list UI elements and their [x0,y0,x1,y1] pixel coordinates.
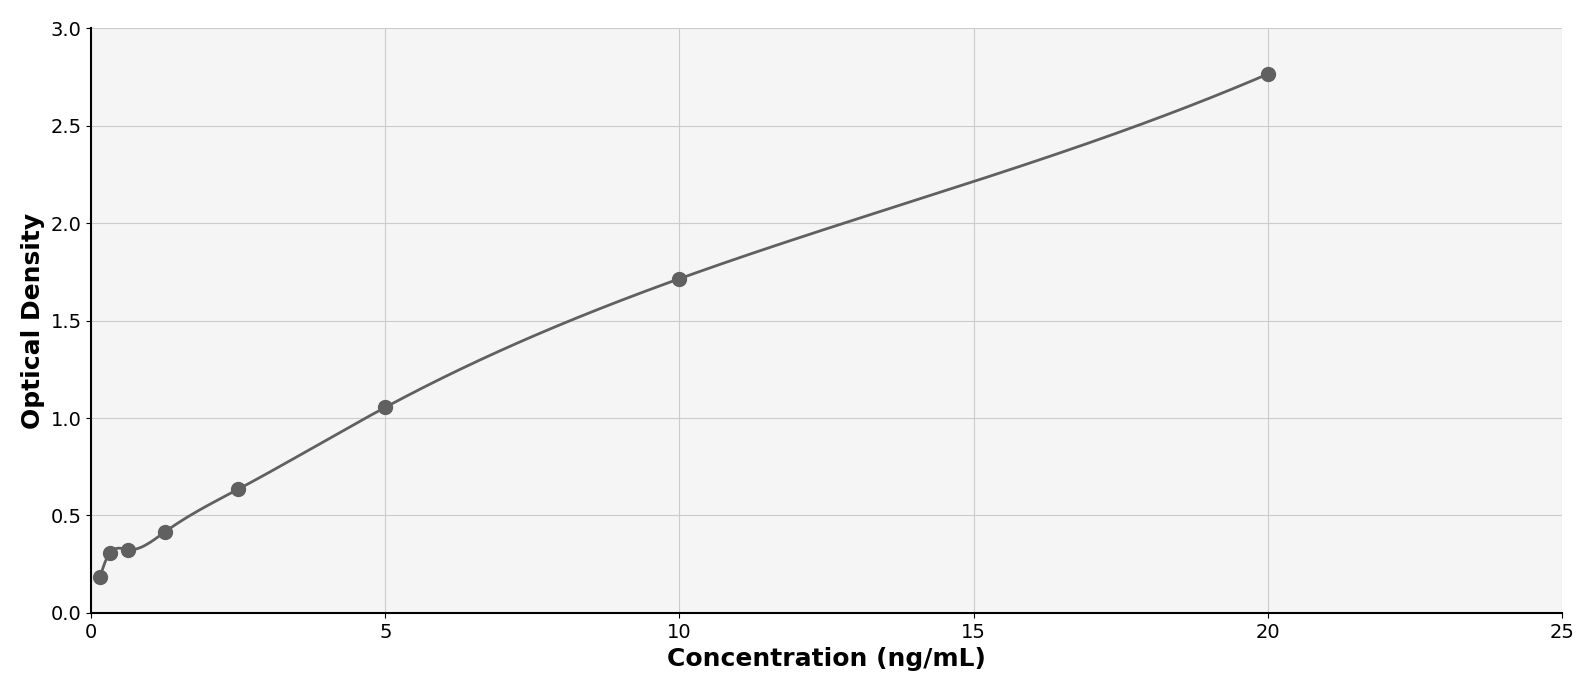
Point [1255,69,1281,80]
Point [225,484,250,495]
Point [88,572,113,583]
Point [667,273,692,284]
Point [97,548,123,559]
Point [152,527,177,538]
Point [373,402,399,413]
Y-axis label: Optical Density: Optical Density [21,212,45,428]
X-axis label: Concentration (ng/mL): Concentration (ng/mL) [667,647,986,671]
Point [115,544,140,555]
